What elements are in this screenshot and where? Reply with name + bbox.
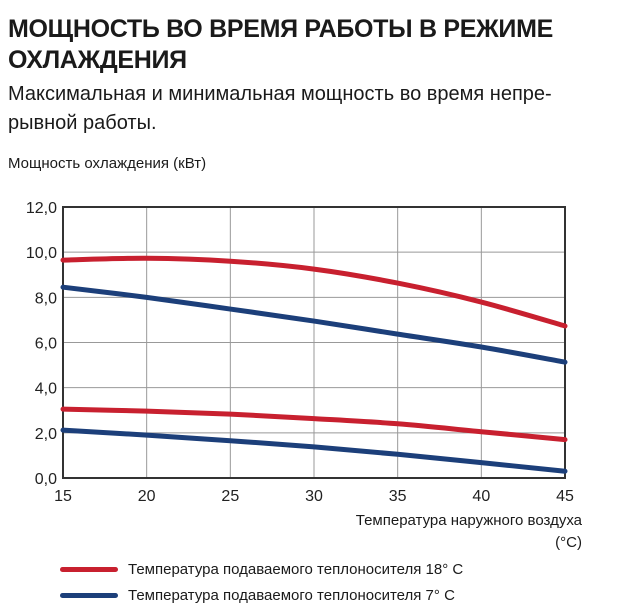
series-line-2 [60,406,568,443]
x-tick-label: 35 [389,488,407,505]
legend-label: Температура подаваемого теплоносителя 7°… [128,587,455,604]
x-axis-label: Температура наружного воздуха [355,512,582,529]
x-axis-unit: (°C) [555,534,582,551]
legend-swatch-red [60,567,118,572]
series-line-0 [60,255,568,329]
y-tick-label: 2,0 [35,426,57,443]
x-tick-label: 25 [221,488,239,505]
y-tick-label: 6,0 [35,336,57,353]
chart-subtitle: Максимальная и минимальная мощность во в… [8,83,552,134]
series-line-3 [60,427,568,474]
plot-frame [62,206,566,479]
legend-swatch-blue [60,593,118,598]
x-tick-label: 30 [305,488,323,505]
legend-label: Температура подаваемого теплоносителя 18… [128,561,464,578]
x-tick-label: 45 [556,488,574,505]
chart-title: МОЩНОСТЬ ВО ВРЕМЯ РАБОТЫ В РЕЖИМЕ ОХЛАЖД… [8,15,553,74]
x-tick-label: 40 [472,488,490,505]
y-axis-label: Мощность охлаждения (кВт) [8,155,207,172]
y-tick-label: 8,0 [35,290,57,307]
legend-item-7c: Температура подаваемого теплоносителя 7°… [60,587,455,604]
x-tick-label: 20 [138,488,156,505]
series-line-1 [60,284,568,365]
y-tick-label: 4,0 [35,381,57,398]
y-tick-label: 0,0 [35,471,57,488]
x-tick-label: 15 [54,488,72,505]
legend-item-18c: Температура подаваемого теплоносителя 18… [60,561,463,578]
y-tick-label: 10,0 [26,245,57,262]
y-tick-label: 12,0 [26,200,57,217]
